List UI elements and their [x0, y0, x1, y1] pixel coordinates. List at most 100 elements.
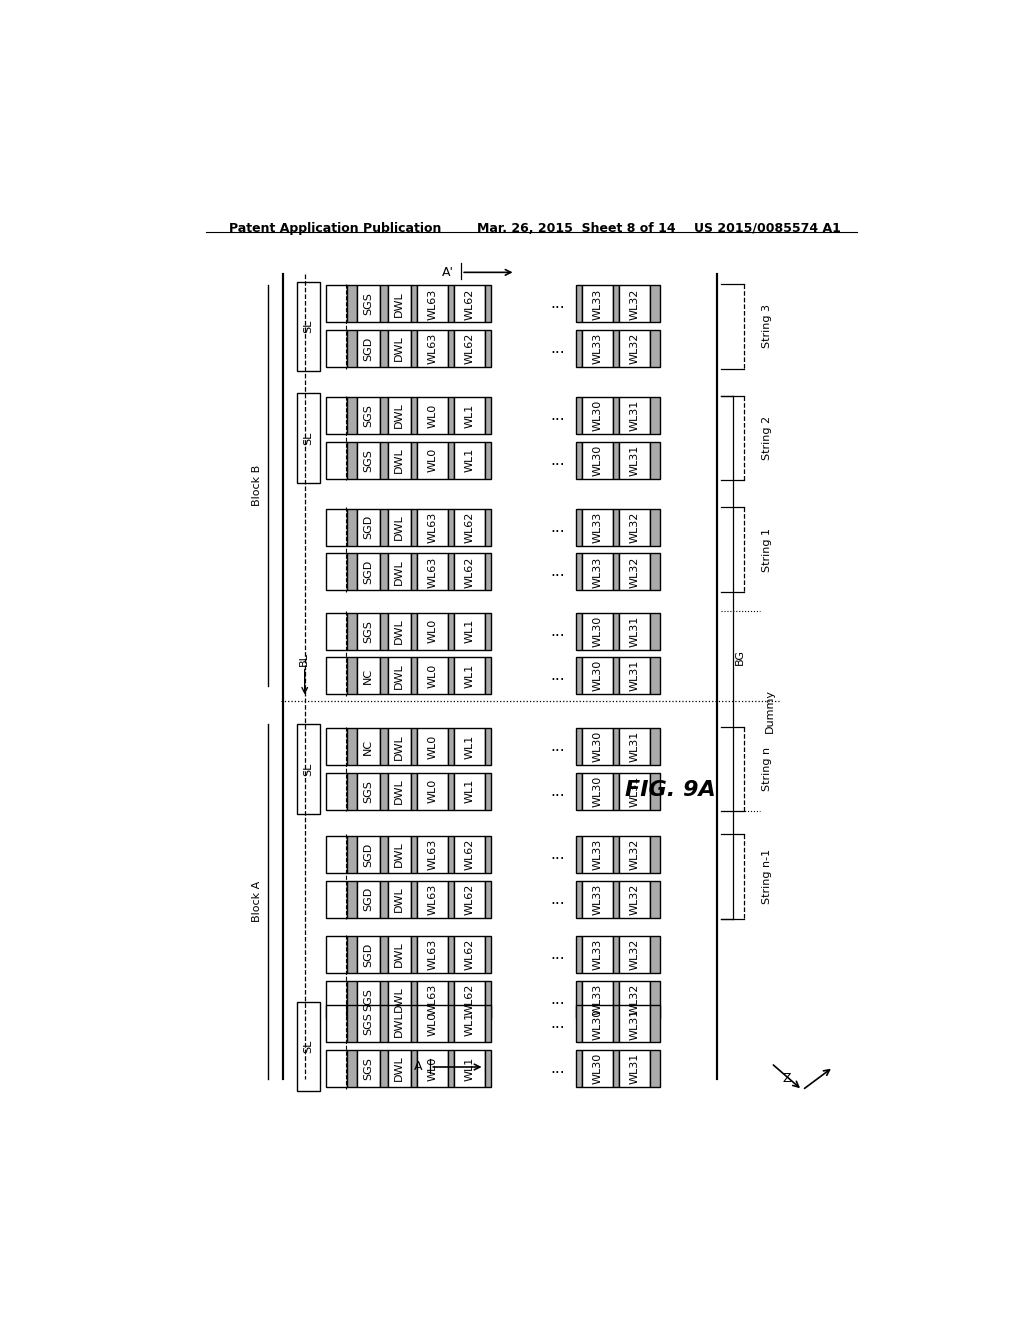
Bar: [455, 553, 485, 590]
Bar: [356, 508, 380, 545]
Bar: [347, 657, 356, 694]
Bar: [380, 836, 388, 873]
Text: WL1: WL1: [465, 1056, 475, 1081]
Bar: [417, 774, 449, 810]
Text: WL62: WL62: [465, 512, 475, 543]
Text: DWL: DWL: [394, 734, 404, 759]
Bar: [613, 397, 620, 434]
Text: DWL: DWL: [394, 842, 404, 867]
Text: WL33: WL33: [593, 556, 603, 587]
Text: ...: ...: [551, 668, 565, 684]
Bar: [417, 936, 449, 973]
Bar: [455, 981, 485, 1018]
Bar: [620, 936, 650, 973]
Bar: [575, 1006, 583, 1043]
Text: SGS: SGS: [364, 1012, 374, 1035]
Text: A': A': [441, 265, 454, 279]
Bar: [455, 729, 485, 766]
Bar: [449, 657, 455, 694]
Bar: [388, 442, 411, 479]
Text: WL0: WL0: [428, 664, 437, 688]
Bar: [417, 508, 449, 545]
Bar: [583, 442, 613, 479]
Bar: [388, 774, 411, 810]
Bar: [326, 936, 347, 973]
Text: ...: ...: [551, 946, 565, 962]
Bar: [388, 397, 411, 434]
Text: DWL: DWL: [394, 886, 404, 912]
Bar: [417, 1006, 449, 1043]
Text: SGD: SGD: [364, 942, 374, 966]
Bar: [347, 1006, 356, 1043]
Text: String n: String n: [763, 747, 772, 791]
Bar: [411, 285, 417, 322]
Bar: [620, 330, 650, 367]
Bar: [326, 612, 347, 649]
Text: SGS: SGS: [364, 404, 374, 426]
Text: BL: BL: [299, 652, 309, 665]
Bar: [411, 330, 417, 367]
Bar: [455, 936, 485, 973]
Bar: [411, 442, 417, 479]
Text: A: A: [414, 1060, 423, 1073]
Bar: [575, 729, 583, 766]
Bar: [650, 836, 659, 873]
Bar: [297, 393, 321, 483]
Bar: [326, 508, 347, 545]
Bar: [583, 330, 613, 367]
Bar: [620, 612, 650, 649]
Bar: [356, 285, 380, 322]
Text: WL0: WL0: [428, 734, 437, 759]
Text: ...: ...: [551, 739, 565, 754]
Bar: [455, 1006, 485, 1043]
Bar: [620, 553, 650, 590]
Text: WL33: WL33: [593, 838, 603, 870]
Text: WL1: WL1: [465, 664, 475, 688]
Bar: [620, 442, 650, 479]
Text: SGD: SGD: [364, 842, 374, 867]
Text: WL62: WL62: [465, 883, 475, 915]
Text: DWL: DWL: [394, 1056, 404, 1081]
Text: SGS: SGS: [364, 987, 374, 1011]
Text: DWL: DWL: [394, 403, 404, 429]
Text: WL33: WL33: [593, 512, 603, 543]
Text: WL32: WL32: [630, 939, 640, 970]
Bar: [347, 397, 356, 434]
Text: ...: ...: [551, 1061, 565, 1076]
Bar: [347, 285, 356, 322]
Bar: [380, 508, 388, 545]
Bar: [388, 612, 411, 649]
Text: BG: BG: [735, 649, 745, 665]
Text: DWL: DWL: [394, 335, 404, 362]
Bar: [620, 729, 650, 766]
Text: US 2015/0085574 A1: US 2015/0085574 A1: [694, 222, 841, 235]
Bar: [575, 657, 583, 694]
Bar: [356, 1006, 380, 1043]
Bar: [411, 836, 417, 873]
Bar: [650, 774, 659, 810]
Text: WL30: WL30: [593, 1008, 603, 1040]
Text: WL31: WL31: [630, 1008, 640, 1040]
Bar: [326, 285, 347, 322]
Text: ...: ...: [551, 341, 565, 356]
Bar: [411, 553, 417, 590]
Text: WL63: WL63: [428, 838, 437, 870]
Bar: [650, 657, 659, 694]
Text: WL1: WL1: [465, 1011, 475, 1036]
Bar: [485, 836, 492, 873]
Text: Block B: Block B: [253, 465, 262, 507]
Bar: [613, 774, 620, 810]
Bar: [380, 553, 388, 590]
Bar: [356, 836, 380, 873]
Bar: [356, 442, 380, 479]
Bar: [620, 285, 650, 322]
Bar: [380, 1051, 388, 1088]
Bar: [417, 1051, 449, 1088]
Bar: [613, 330, 620, 367]
Bar: [411, 880, 417, 917]
Bar: [613, 729, 620, 766]
Bar: [650, 1006, 659, 1043]
Bar: [485, 330, 492, 367]
Bar: [356, 612, 380, 649]
Bar: [583, 553, 613, 590]
